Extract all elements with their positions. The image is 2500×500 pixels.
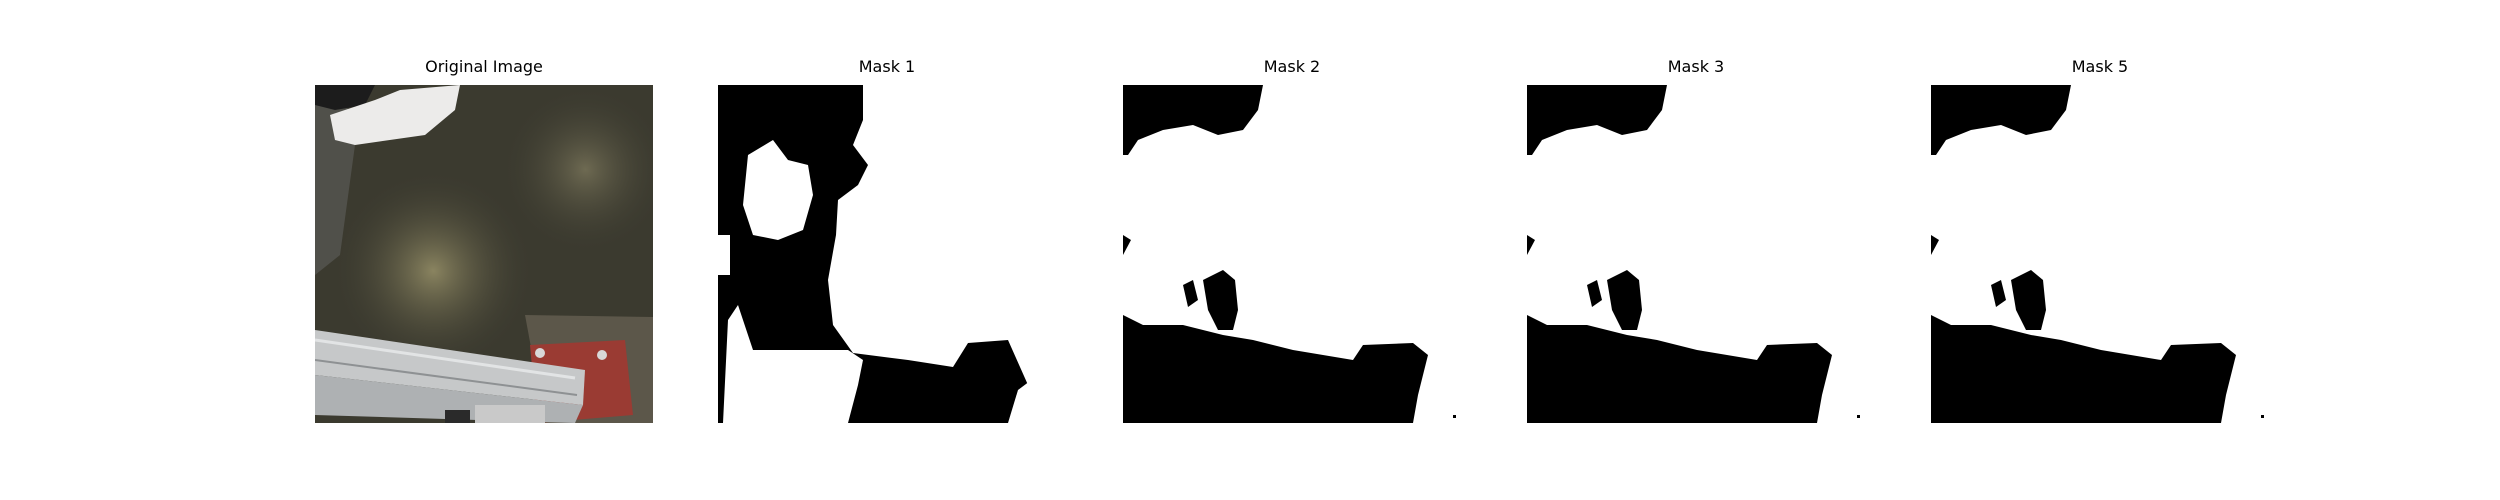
mask-image [1931, 85, 2269, 423]
panel-title: Mask 1 [858, 57, 916, 76]
panel-title: Mask 3 [1667, 57, 1725, 76]
panel-title: Mask 5 [2071, 57, 2129, 76]
mask-image [1123, 85, 1461, 423]
mask-image [1527, 85, 1865, 423]
mask-image [718, 85, 1056, 423]
panel-title: Original Image [425, 57, 543, 76]
panel-title: Mask 2 [1263, 57, 1321, 76]
original-image [315, 85, 653, 423]
